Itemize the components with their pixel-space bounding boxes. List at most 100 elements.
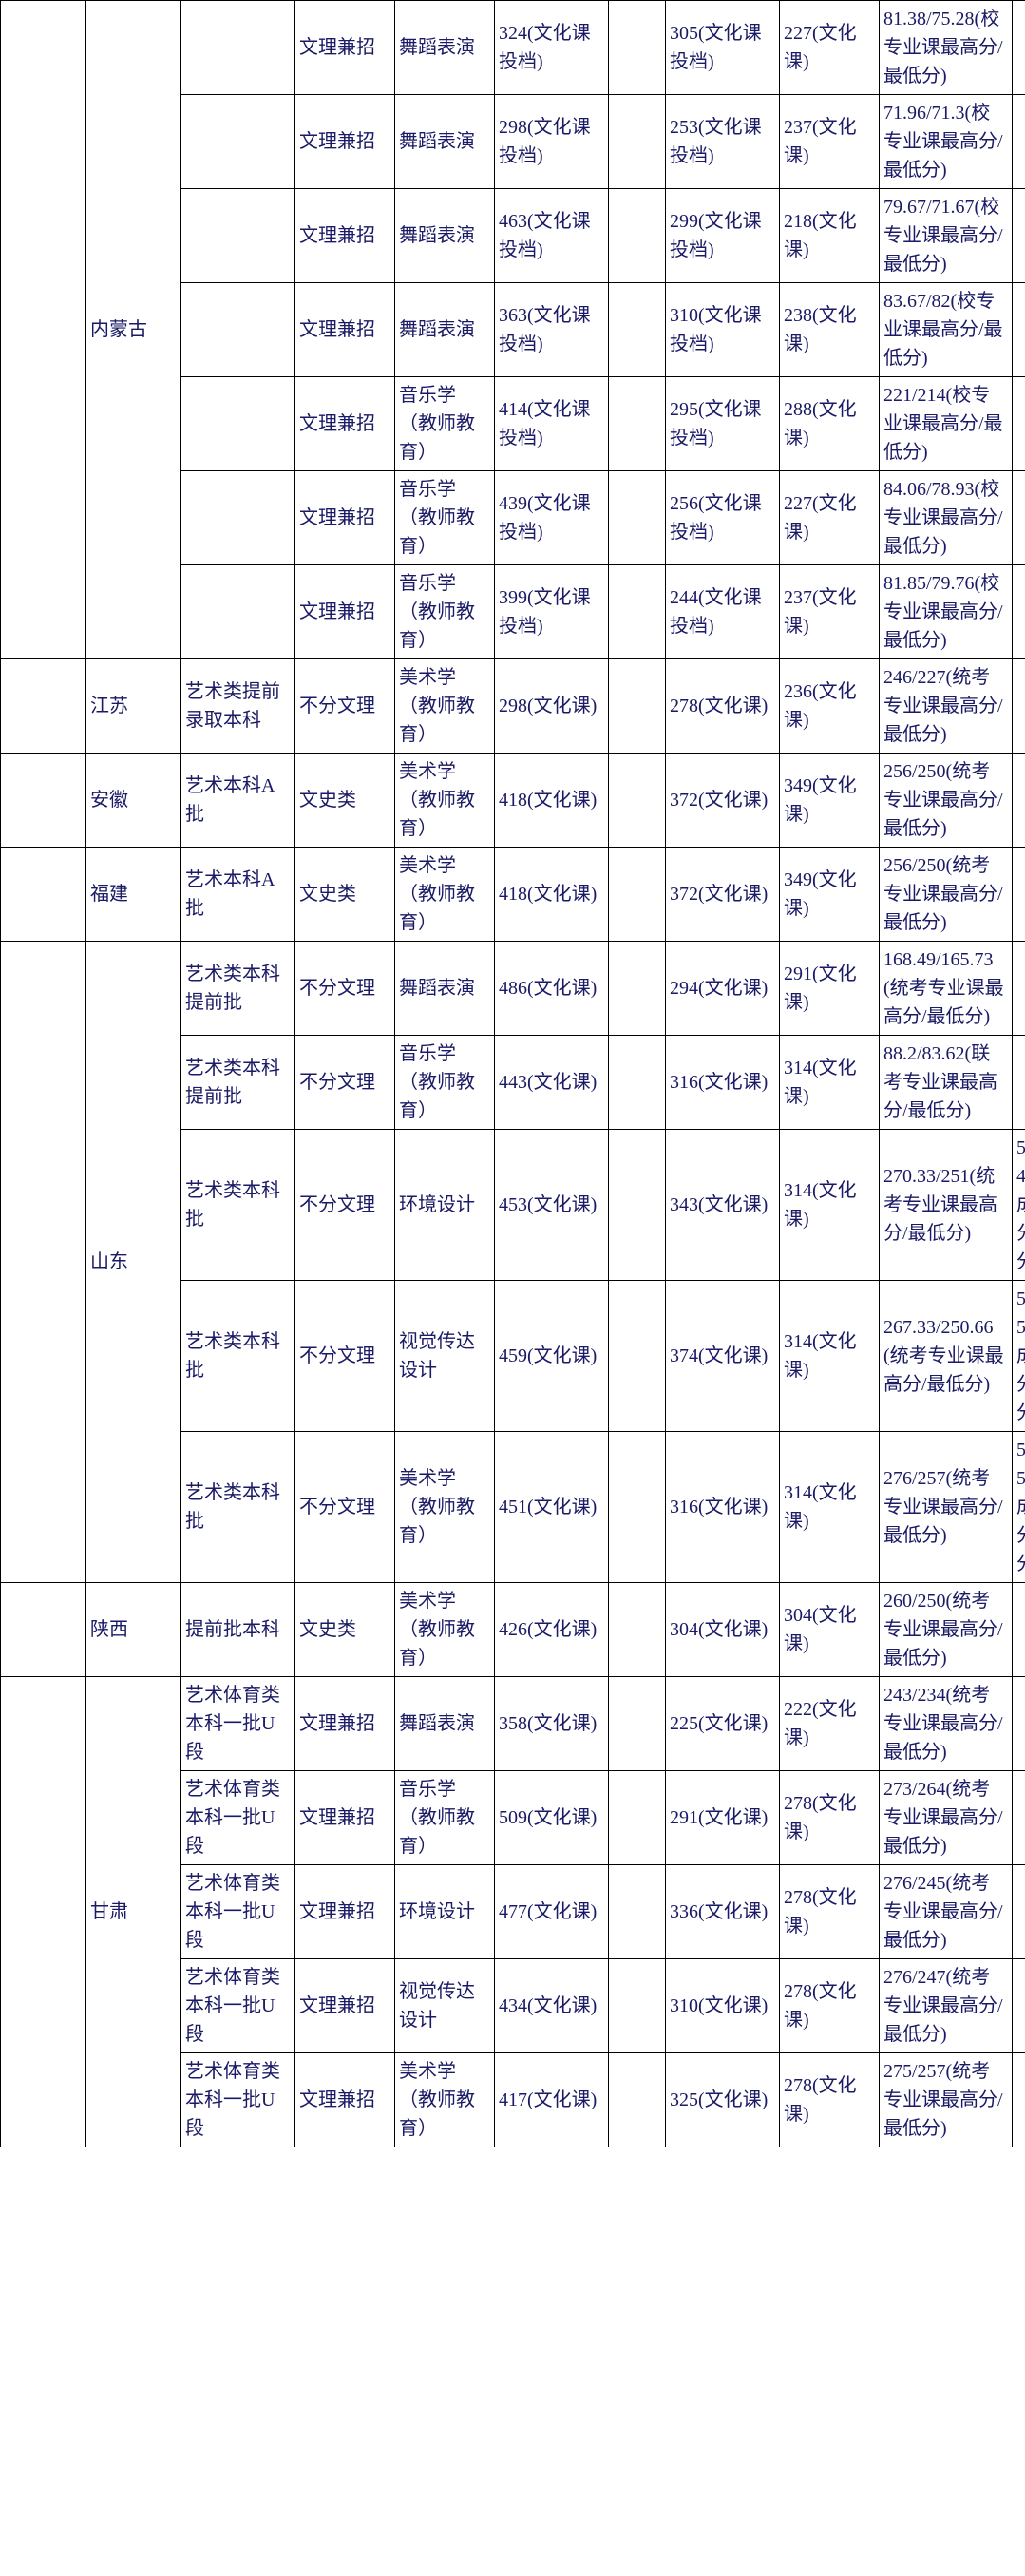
batch-cell [181,377,295,471]
score-cell-7: 316(文化课) [666,1432,780,1583]
score-cell-7: 304(文化课) [666,1583,780,1677]
score-max-cell: 418(文化课) [495,754,609,848]
score-cell-8: 278(文化课) [780,1865,880,1959]
score-cell-10 [1013,1959,1025,2053]
province-cell: 安徽 [86,754,181,848]
blank-cell [609,1,666,95]
batch-cell: 提前批本科 [181,1583,295,1677]
score-cell-9: 276/247(统考专业课最高分/最低分) [880,1959,1013,2053]
score-max-cell: 414(文化课投档) [495,377,609,471]
score-cell-8: 237(文化课) [780,95,880,189]
score-max-cell: 486(文化课) [495,942,609,1036]
score-max-cell: 477(文化课) [495,1865,609,1959]
table-row: 甘肃艺术体育类本科一批U段文理兼招舞蹈表演358(文化课)225(文化课)222… [1,1677,1025,1771]
score-cell-8: 314(文化课) [780,1036,880,1130]
category-cell: 文理兼招 [295,377,395,471]
score-cell-7: 244(文化课投档) [666,565,780,659]
major-cell: 音乐学（教师教育） [395,1036,495,1130]
major-cell: 美术学（教师教育） [395,659,495,754]
category-cell: 文史类 [295,848,395,942]
score-cell-7: 295(文化课投档) [666,377,780,471]
score-max-cell: 453(文化课) [495,1130,609,1281]
score-cell-7: 372(文化课) [666,848,780,942]
score-cell-8: 314(文化课) [780,1281,880,1432]
batch-cell: 艺术类本科提前批 [181,942,295,1036]
score-max-cell: 426(文化课) [495,1583,609,1677]
category-cell: 文史类 [295,754,395,848]
score-max-cell: 363(文化课投档) [495,283,609,377]
col-blank [1,848,86,942]
category-cell: 文理兼招 [295,1959,395,2053]
score-cell-10 [1013,1771,1025,1865]
score-cell-10 [1013,1036,1025,1130]
score-cell-8: 222(文化课) [780,1677,880,1771]
category-cell: 文理兼招 [295,565,395,659]
score-cell-9: 267.33/250.66(统考专业课最高分/最低分) [880,1281,1013,1432]
category-cell: 文理兼招 [295,283,395,377]
batch-cell: 艺术体育类本科一批U段 [181,1865,295,1959]
province-cell: 甘肃 [86,1677,181,2147]
major-cell: 舞蹈表演 [395,95,495,189]
score-cell-10 [1013,565,1025,659]
table-row: 内蒙古文理兼招舞蹈表演324(文化课投档)305(文化课投档)227(文化课)8… [1,1,1025,95]
score-cell-7: 310(文化课投档) [666,283,780,377]
batch-cell [181,471,295,565]
score-cell-10: 589.53/574.22(综合成绩最高分/最低分) [1013,1130,1025,1281]
score-cell-10 [1013,471,1025,565]
score-cell-10 [1013,283,1025,377]
blank-cell [609,659,666,754]
major-cell: 音乐学（教师教育） [395,471,495,565]
score-max-cell: 443(文化课) [495,1036,609,1130]
major-cell: 舞蹈表演 [395,189,495,283]
category-cell: 文史类 [295,1583,395,1677]
category-cell: 不分文理 [295,1130,395,1281]
blank-cell [609,189,666,283]
blank-cell [609,1677,666,1771]
category-cell: 不分文理 [295,659,395,754]
admission-score-table: 内蒙古文理兼招舞蹈表演324(文化课投档)305(文化课投档)227(文化课)8… [0,0,1025,2147]
category-cell: 文理兼招 [295,189,395,283]
blank-cell [609,1583,666,1677]
category-cell: 不分文理 [295,1432,395,1583]
major-cell: 舞蹈表演 [395,1,495,95]
score-cell-10: 585.05/575.3(综合成绩最高分/最低分) [1013,1432,1025,1583]
score-max-cell: 358(文化课) [495,1677,609,1771]
batch-cell: 艺术体育类本科一批U段 [181,1677,295,1771]
batch-cell: 艺术体育类本科一批U段 [181,1959,295,2053]
score-cell-9: 84.06/78.93(校专业课最高分/最低分) [880,471,1013,565]
score-cell-9: 256/250(统考专业课最高分/最低分) [880,754,1013,848]
score-cell-9: 246/227(统考专业课最高分/最低分) [880,659,1013,754]
blank-cell [609,1281,666,1432]
blank-cell [609,1130,666,1281]
batch-cell [181,283,295,377]
blank-cell [609,942,666,1036]
score-max-cell: 418(文化课) [495,848,609,942]
major-cell: 舞蹈表演 [395,942,495,1036]
score-cell-9: 168.49/165.73(统考专业课最高分/最低分) [880,942,1013,1036]
major-cell: 视觉传达设计 [395,1281,495,1432]
table-row: 安徽艺术本科A批文史类美术学（教师教育）418(文化课)372(文化课)349(… [1,754,1025,848]
score-cell-8: 227(文化课) [780,1,880,95]
score-cell-7: 294(文化课) [666,942,780,1036]
blank-cell [609,2053,666,2147]
score-max-cell: 417(文化课) [495,2053,609,2147]
score-cell-8: 314(文化课) [780,1130,880,1281]
batch-cell: 艺术类提前录取本科 [181,659,295,754]
score-cell-8: 349(文化课) [780,754,880,848]
blank-cell [609,1771,666,1865]
score-cell-9: 260/250(统考专业课最高分/最低分) [880,1583,1013,1677]
score-cell-8: 349(文化课) [780,848,880,942]
score-max-cell: 439(文化课投档) [495,471,609,565]
category-cell: 不分文理 [295,1036,395,1130]
score-cell-7: 310(文化课) [666,1959,780,2053]
category-cell: 文理兼招 [295,2053,395,2147]
score-cell-9: 81.85/79.76(校专业课最高分/最低分) [880,565,1013,659]
score-cell-8: 288(文化课) [780,377,880,471]
score-cell-7: 278(文化课) [666,659,780,754]
score-cell-9: 276/257(统考专业课最高分/最低分) [880,1432,1013,1583]
major-cell: 美术学（教师教育） [395,1432,495,1583]
score-cell-7: 253(文化课投档) [666,95,780,189]
score-cell-8: 278(文化课) [780,2053,880,2147]
score-cell-8: 304(文化课) [780,1583,880,1677]
score-cell-7: 374(文化课) [666,1281,780,1432]
